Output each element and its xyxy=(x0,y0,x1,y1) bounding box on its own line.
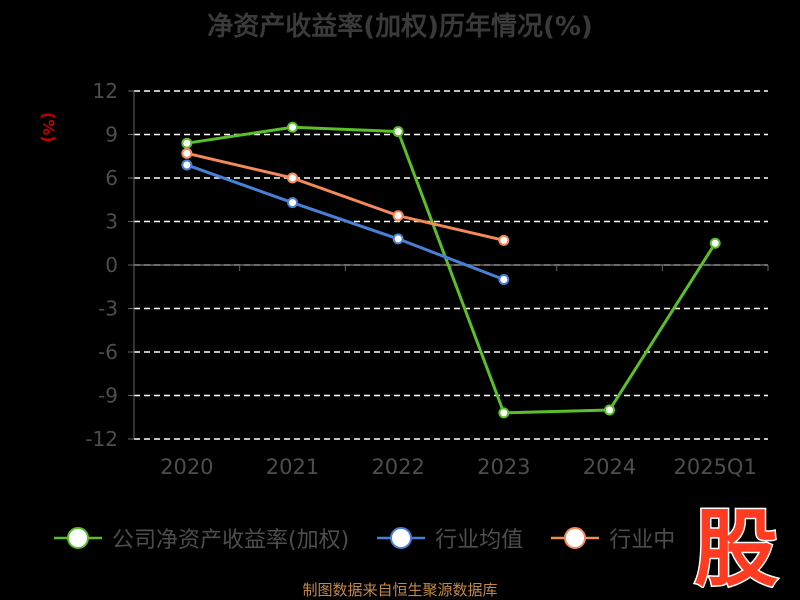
data-point-0-3 xyxy=(498,407,510,419)
series-line-0 xyxy=(186,125,717,415)
data-point-2-3 xyxy=(498,234,510,246)
y-tick-label: 6 xyxy=(105,166,118,190)
data-point-0-4 xyxy=(604,404,615,416)
data-point-2-0 xyxy=(181,147,193,159)
legend-item-industry-mean[interactable]: 行业均值 xyxy=(375,522,523,554)
data-point-0-0 xyxy=(181,137,193,149)
legend-label-industry-mean: 行业均值 xyxy=(435,528,524,553)
y-tick-label: -3 xyxy=(98,297,118,321)
data-point-2-2 xyxy=(392,210,404,222)
stock-logo: 股 xyxy=(692,500,779,588)
x-tick-label: 2025Q1 xyxy=(673,455,756,479)
legend-marker-industry-mean xyxy=(377,527,426,549)
data-point-2-1 xyxy=(287,172,298,184)
data-point-1-3 xyxy=(498,274,510,285)
legend-label-company: 公司净资产收益率(加权) xyxy=(112,528,350,553)
y-tick-label: 9 xyxy=(105,123,118,147)
y-tick-label: 3 xyxy=(105,210,118,234)
y-tick-label: -9 xyxy=(98,384,118,408)
line-chart: 12 9 6 3 0 -3 -6 -9 -12 2020 2021 2022 2023 2024 2025Q… xyxy=(85,79,769,479)
x-tick-label: 2022 xyxy=(371,455,424,479)
data-point-0-5 xyxy=(709,237,721,249)
series-line-1 xyxy=(186,163,505,281)
data-point-0-2 xyxy=(392,126,404,138)
data-point-1-2 xyxy=(392,233,404,245)
x-tick-label: 2023 xyxy=(477,455,530,479)
logo-text: 股 xyxy=(694,500,778,588)
data-point-1-1 xyxy=(287,197,298,209)
y-tick-label: -12 xyxy=(85,427,118,451)
x-tick-label: 2021 xyxy=(266,455,319,479)
data-point-0-1 xyxy=(287,121,298,133)
x-tick-label: 2024 xyxy=(583,455,636,479)
series-line-2 xyxy=(186,151,505,242)
y-tick-label: 12 xyxy=(93,79,118,103)
legend-marker-company xyxy=(54,527,102,549)
x-tick-label: 2020 xyxy=(160,455,213,479)
chart-legend: 公司净资产收益率(加权) 行业均值 行业中 xyxy=(52,518,675,558)
legend-item-company[interactable]: 公司净资产收益率(加权) xyxy=(52,522,349,554)
y-tick-label: 0 xyxy=(105,253,118,277)
legend-marker-industry-median xyxy=(551,527,600,549)
data-source-footer: 制图数据来自恒生聚源数据库 xyxy=(302,581,498,599)
legend-item-industry-median[interactable]: 行业中 xyxy=(549,522,675,554)
y-tick-label: -6 xyxy=(98,340,118,364)
data-point-1-0 xyxy=(181,159,193,171)
legend-label-industry-median: 行业中 xyxy=(609,528,676,553)
chart-title: 净资产收益率(加权)历年情况(%) xyxy=(207,12,593,42)
